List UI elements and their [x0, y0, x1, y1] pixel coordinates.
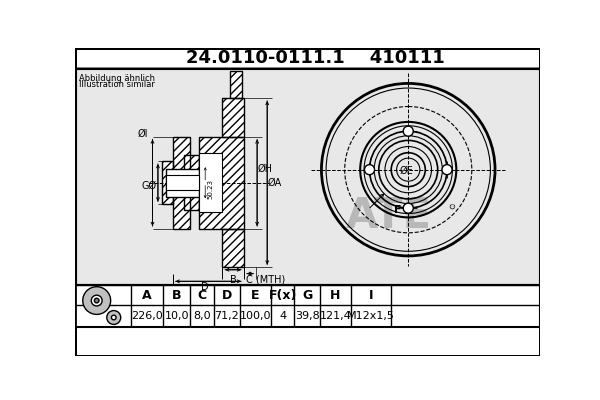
Text: ØA: ØA — [268, 178, 282, 188]
Text: ØI: ØI — [138, 128, 148, 138]
Bar — [230, 71, 242, 98]
Circle shape — [403, 203, 413, 213]
Bar — [173, 136, 190, 229]
Text: Abbildung ähnlich: Abbildung ähnlich — [79, 74, 155, 83]
Circle shape — [442, 165, 452, 175]
Circle shape — [83, 287, 110, 314]
Bar — [173, 136, 190, 229]
Bar — [162, 161, 173, 204]
Text: M12x1,5: M12x1,5 — [347, 311, 395, 321]
Text: 71,2: 71,2 — [215, 311, 239, 321]
Bar — [199, 136, 244, 229]
Text: E: E — [251, 289, 260, 302]
Bar — [222, 229, 244, 268]
Circle shape — [112, 315, 116, 320]
Text: C: C — [197, 289, 206, 302]
Text: ØH: ØH — [257, 164, 272, 174]
Bar — [199, 154, 222, 212]
Text: ØE: ØE — [400, 166, 413, 176]
Text: F: F — [394, 205, 402, 215]
Text: 8,0: 8,0 — [193, 311, 211, 321]
Bar — [75, 285, 540, 327]
Text: 4: 4 — [279, 311, 286, 321]
Bar — [76, 69, 539, 284]
Text: F(x): F(x) — [269, 289, 297, 302]
Text: 10,0: 10,0 — [164, 311, 189, 321]
Text: G: G — [302, 289, 312, 302]
Text: ATE: ATE — [346, 195, 432, 237]
Bar — [230, 71, 242, 98]
Text: D: D — [222, 289, 232, 302]
Text: I: I — [369, 289, 373, 302]
Text: 50.23: 50.23 — [208, 179, 214, 199]
Text: 39,8: 39,8 — [295, 311, 319, 321]
Circle shape — [403, 126, 413, 136]
Circle shape — [364, 165, 374, 175]
Bar — [166, 175, 199, 190]
Text: B: B — [230, 275, 236, 285]
Text: A: A — [142, 289, 152, 302]
Text: C (MTH): C (MTH) — [246, 275, 285, 285]
Bar — [162, 161, 173, 204]
Circle shape — [107, 310, 121, 324]
Circle shape — [91, 295, 102, 306]
Text: 100,0: 100,0 — [240, 311, 271, 321]
Text: H: H — [330, 289, 341, 302]
Bar — [199, 136, 244, 229]
Bar — [166, 169, 199, 197]
Bar — [184, 155, 199, 210]
Text: D: D — [200, 282, 208, 292]
Bar — [75, 68, 540, 285]
Bar — [222, 98, 244, 136]
Bar — [222, 98, 244, 229]
Bar — [222, 229, 244, 268]
Text: 226,0: 226,0 — [131, 311, 163, 321]
Text: R: R — [451, 204, 454, 209]
Circle shape — [94, 298, 99, 303]
Text: 121,4: 121,4 — [320, 311, 351, 321]
Bar — [184, 155, 199, 210]
Text: 24.0110-0111.1    410111: 24.0110-0111.1 410111 — [186, 49, 445, 67]
Text: GØ: GØ — [141, 181, 156, 191]
Text: B: B — [172, 289, 182, 302]
Bar — [222, 98, 244, 136]
Text: Illustration similar: Illustration similar — [79, 80, 155, 89]
